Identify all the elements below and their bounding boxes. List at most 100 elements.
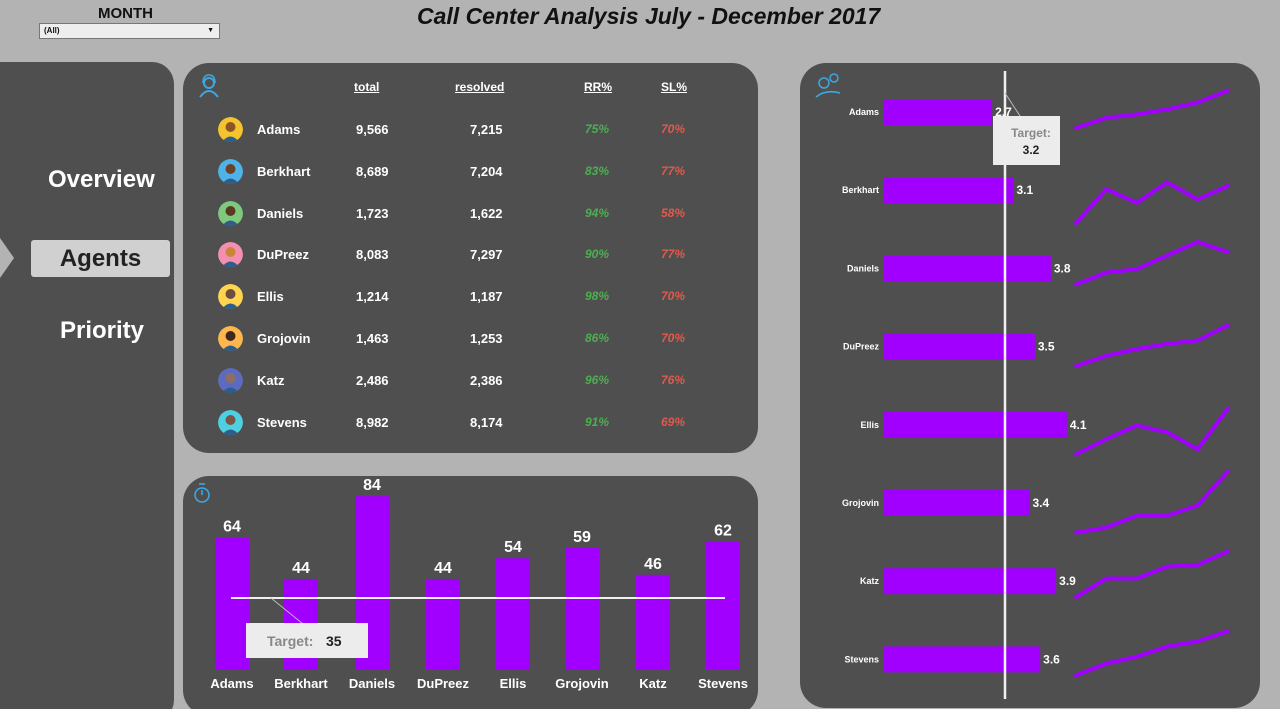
target-value: 35 [326,633,342,649]
bar-category-label: Daniels [349,676,395,691]
trend-sparkline [1074,88,1230,130]
month-filter-value: (All) [44,26,60,35]
resolved-value: 7,204 [470,163,503,179]
total-value: 2,486 [356,372,389,388]
agent-category-label: Stevens [844,654,879,664]
target-value: 3.2 [1023,143,1040,157]
sl-value: 58% [661,205,686,220]
resolved-value: 1,622 [470,205,503,221]
header-resolved[interactable]: resolved [455,80,505,94]
bar-value-label: 2.7 [995,105,1012,119]
agent-name: Stevens [257,414,307,430]
agent-name: Grojovin [257,331,311,346]
agent-name: Adams [257,122,301,137]
satisfaction-bar-chart: Adams 2.7 Berkhart 3.1 Daniels 3.8 DuPreez 3.5 E… [815,71,1230,699]
sl-value: 70% [661,331,686,345]
navigation-panel [0,62,174,709]
nav-priority-button[interactable]: Priority [60,317,145,344]
resolved-value: 7,297 [470,247,503,263]
satisfaction-bar[interactable] [884,646,1041,673]
bar-value-label: 3.9 [1059,574,1076,588]
rr-value: 91% [585,414,610,429]
table-row[interactable]: Ellis 1,214 1,187 98% 70% [218,281,738,311]
table-row[interactable]: Stevens 8,982 8,174 91% 69% [218,407,738,437]
stopwatch-icon [194,483,210,503]
table-row[interactable]: Berkhart 8,689 7,204 83% 77% [218,156,738,186]
handle-time-bar[interactable] [426,578,460,670]
trend-sparkline [1074,469,1230,535]
sl-value: 77% [661,163,686,178]
bar-category-label: Grojovin [555,676,609,691]
sl-value: 70% [661,122,686,136]
handle-time-bar[interactable] [706,541,740,670]
month-filter-label: MONTH [98,5,153,22]
agent-avatar-icon [218,158,243,184]
agent-name: Berkhart [257,163,311,179]
table-row[interactable]: Adams 9,566 7,215 75% 70% [218,114,738,144]
trend-sparkline [1074,629,1230,678]
resolved-value: 1,187 [470,289,503,305]
header-sl[interactable]: SL% [661,80,688,94]
rr-value: 90% [585,247,610,262]
bar-category-label: Berkhart [274,676,328,691]
sl-value: 70% [661,289,686,304]
agent-category-label: Berkhart [842,185,879,195]
rr-value: 83% [585,163,610,178]
satisfaction-bar[interactable] [884,568,1057,595]
agent-category-label: DuPreez [843,342,880,352]
bar-value-label: 46 [644,556,662,573]
table-row[interactable]: DuPreez 8,083 7,297 90% 77% [218,239,738,269]
chevron-down-icon[interactable]: ▼ [207,27,214,34]
page-title: Call Center Analysis July - December 201… [417,3,881,29]
total-value: 8,083 [356,247,389,263]
total-value: 8,982 [356,414,389,430]
rr-value: 86% [585,331,610,345]
target-label: Target: [1011,126,1051,140]
bar-value-label: 3.5 [1038,340,1055,354]
satisfaction-bar[interactable] [884,411,1067,438]
handle-time-bar[interactable] [496,558,530,670]
satisfaction-bar[interactable] [884,99,993,125]
target-callout-box [993,116,1060,165]
bar-value-label: 44 [292,560,310,577]
total-value: 1,214 [356,289,389,305]
bar-value-label: 62 [714,523,732,540]
bar-value-label: 3.1 [1016,183,1033,197]
trend-sparkline [1074,549,1230,600]
header-total[interactable]: total [354,80,380,94]
resolved-value: 2,386 [470,372,503,388]
handle-time-bar[interactable] [215,537,249,670]
bar-value-label: 3.4 [1032,496,1049,510]
nav-overview-button[interactable]: Overview [48,166,155,193]
agent-table-panel [183,63,758,453]
month-filter-dropdown[interactable]: (All) ▼ [39,23,220,39]
table-row[interactable]: Grojovin 1,463 1,253 86% 70% [218,323,738,353]
agent-category-label: Adams [849,107,879,117]
bar-value-label: 84 [363,477,381,494]
agent-name: Ellis [257,289,284,305]
satisfaction-bar[interactable] [884,255,1051,282]
satisfaction-panel [800,63,1260,708]
table-row[interactable]: Katz 2,486 2,386 96% 76% [218,365,738,395]
bar-value-label: 4.1 [1070,418,1087,432]
target-callout-box [246,623,368,658]
rr-value: 75% [585,122,610,136]
target-callout-leader [1004,92,1023,120]
bar-value-label: 59 [573,529,591,546]
table-row[interactable]: Daniels 1,723 1,622 94% 58% [218,198,738,228]
rr-value: 96% [585,372,610,387]
header-rr[interactable]: RR% [584,80,613,94]
satisfaction-bar[interactable] [884,333,1035,360]
nav-agents-button[interactable]: Agents [31,240,170,277]
handle-time-bar[interactable] [636,574,670,670]
bar-category-label: DuPreez [417,676,470,691]
total-value: 1,463 [356,331,389,346]
sl-value: 69% [661,414,686,429]
sl-value: 77% [661,247,686,262]
agent-category-label: Grojovin [842,498,879,508]
agent-avatar-icon [218,367,243,393]
agent-avatar-icon [218,409,243,435]
satisfaction-bar[interactable] [884,490,1030,516]
handle-time-bar[interactable] [565,547,599,670]
satisfaction-bar[interactable] [884,177,1014,204]
